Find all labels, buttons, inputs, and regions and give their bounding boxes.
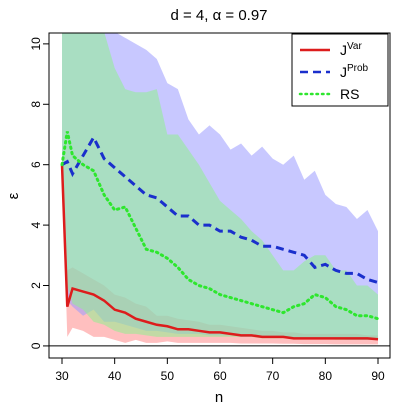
legend-superscript: Prob bbox=[347, 63, 369, 74]
legend-name: J bbox=[340, 42, 347, 58]
y-tick-label: 2 bbox=[29, 282, 43, 289]
x-tick-label: 30 bbox=[55, 369, 69, 383]
y-axis-label: ε bbox=[5, 192, 22, 199]
y-tick-label: 4 bbox=[29, 221, 43, 228]
x-tick-label: 90 bbox=[371, 369, 385, 383]
lines bbox=[49, 131, 390, 347]
x-tick-label: 60 bbox=[213, 369, 227, 383]
chart-title: d = 4, α = 0.97 bbox=[170, 7, 267, 24]
x-axis-label: n bbox=[215, 389, 223, 406]
y-tick-label: 6 bbox=[29, 161, 43, 168]
x-tick-label: 70 bbox=[266, 369, 280, 383]
band bbox=[62, 33, 378, 340]
series-line bbox=[61, 134, 379, 284]
x-tick-label: 40 bbox=[108, 369, 122, 383]
series-line bbox=[60, 131, 380, 321]
legend-box bbox=[291, 33, 389, 107]
legend-label: JVar bbox=[340, 41, 362, 58]
series-line bbox=[60, 164, 379, 341]
y-tick-label: 8 bbox=[29, 101, 43, 108]
x-tick-label: 50 bbox=[161, 369, 175, 383]
legend-label: RS bbox=[340, 86, 359, 102]
legend-label: JProb bbox=[340, 63, 369, 80]
legend-superscript: Var bbox=[347, 41, 362, 52]
plot-frame bbox=[48, 32, 391, 359]
band bbox=[62, 164, 378, 345]
y-tick-label: 0 bbox=[29, 342, 43, 349]
legend-name: J bbox=[340, 64, 347, 80]
bands bbox=[62, 33, 378, 345]
legend-name: RS bbox=[340, 86, 359, 102]
y-tick-label: 10 bbox=[29, 37, 43, 51]
x-tick-label: 80 bbox=[319, 369, 333, 383]
